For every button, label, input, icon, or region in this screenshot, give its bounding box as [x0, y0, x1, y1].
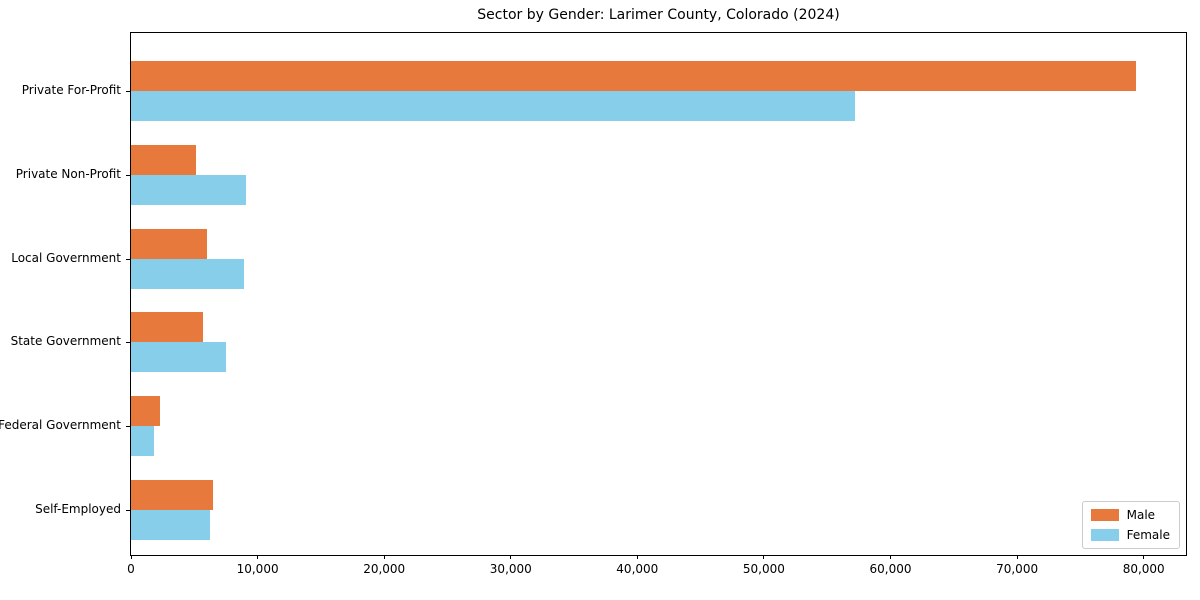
bar-male-4 — [131, 396, 161, 427]
bar-female-3 — [131, 342, 226, 373]
x-tick — [383, 555, 385, 559]
x-tick — [1016, 555, 1018, 559]
legend-row-male: Male — [1090, 508, 1170, 522]
bar-male-2 — [131, 228, 207, 259]
chart-title: Sector by Gender: Larimer County, Colora… — [477, 7, 840, 23]
x-tick-label: 80,000 — [1122, 562, 1165, 576]
y-tick — [126, 91, 130, 92]
y-axis-label: State Government — [10, 334, 121, 349]
y-tick — [126, 258, 130, 260]
x-tick — [890, 555, 891, 559]
bar-female-5 — [131, 510, 210, 540]
x-tick-label: 30,000 — [489, 562, 532, 576]
y-tick — [126, 510, 130, 511]
legend-row-female: Female — [1090, 528, 1170, 542]
x-tick-label: 0 — [127, 562, 135, 576]
legend-label-female: Female — [1126, 528, 1170, 542]
x-tick-label: 70,000 — [996, 562, 1039, 576]
x-tick — [1143, 555, 1145, 559]
x-tick — [257, 555, 259, 559]
x-tick — [130, 555, 132, 559]
x-tick — [510, 555, 512, 559]
x-tick-label: 10,000 — [236, 562, 279, 576]
y-axis-label: Federal Government — [0, 418, 121, 433]
y-axis-label: Private For-Profit — [21, 83, 121, 97]
legend-label-male: Male — [1126, 508, 1156, 522]
y-tick — [126, 426, 130, 428]
x-tick-label: 40,000 — [616, 562, 659, 576]
y-axis-label: Local Government — [11, 250, 121, 265]
y-axis-labels: Private For-Profit Private Non-Profit Loca… — [0, 32, 121, 556]
bar-male-5 — [131, 480, 214, 510]
bar-female-0 — [131, 91, 856, 121]
bar-female-4 — [131, 426, 154, 457]
bar-male-1 — [131, 144, 196, 175]
legend-swatch-male — [1090, 509, 1119, 521]
y-axis-label: Self-Employed — [35, 502, 121, 516]
legend-swatch-female — [1090, 529, 1119, 541]
x-tick-label: 50,000 — [742, 562, 785, 576]
plot-area: Male Female 0 10,000 20,000 30,000 40,000 50,0… — [126, 32, 1187, 576]
y-tick — [126, 342, 130, 344]
bar-female-1 — [131, 174, 247, 205]
y-tick — [126, 174, 130, 176]
y-axis-label: Private Non-Profit — [15, 166, 121, 181]
x-tick-label: 20,000 — [363, 562, 406, 576]
x-tick — [763, 555, 765, 559]
bar-male-0 — [131, 61, 1137, 91]
legend: Male Female — [1081, 501, 1180, 549]
bar-female-2 — [131, 258, 244, 289]
bar-male-3 — [131, 312, 204, 343]
x-tick — [636, 555, 638, 559]
x-tick-label: 60,000 — [869, 562, 912, 576]
